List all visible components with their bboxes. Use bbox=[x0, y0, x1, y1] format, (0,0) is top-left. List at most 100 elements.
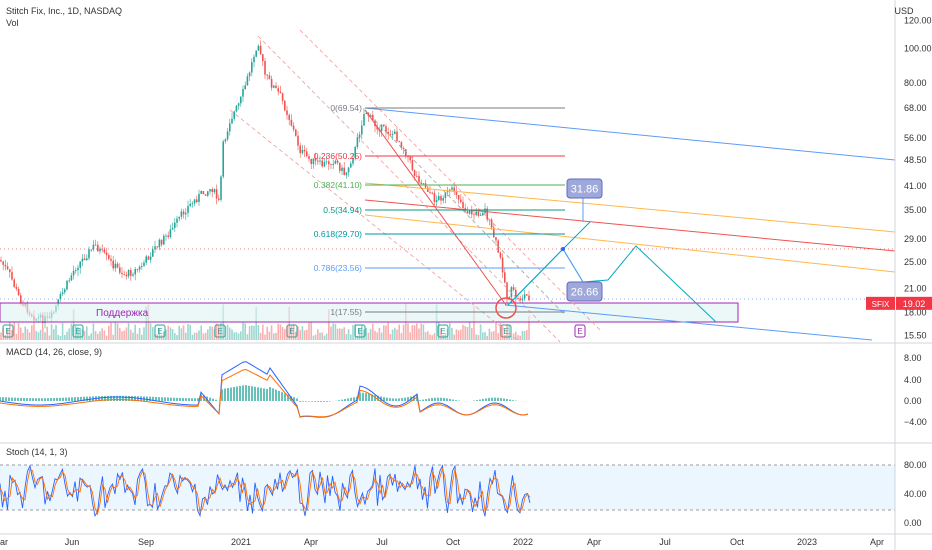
channel-line[interactable] bbox=[257, 35, 561, 343]
candle-body[interactable] bbox=[471, 210, 473, 215]
candle-body[interactable] bbox=[506, 282, 508, 300]
candle-body[interactable] bbox=[286, 110, 288, 115]
candle-body[interactable] bbox=[127, 270, 130, 277]
candle-body[interactable] bbox=[130, 270, 132, 276]
candle-body[interactable] bbox=[466, 211, 469, 214]
dashed-trendline[interactable] bbox=[364, 109, 566, 316]
earnings-marker[interactable] bbox=[214, 324, 226, 338]
candle-body[interactable] bbox=[246, 76, 249, 86]
stoch-d-line[interactable] bbox=[0, 467, 531, 516]
candle-body[interactable] bbox=[200, 191, 202, 194]
candle-body[interactable] bbox=[196, 199, 198, 203]
candle-body[interactable] bbox=[477, 211, 480, 216]
candle-body[interactable] bbox=[266, 74, 268, 76]
candle-body[interactable] bbox=[152, 249, 154, 257]
candle-body[interactable] bbox=[275, 85, 277, 89]
candle-body[interactable] bbox=[189, 203, 191, 207]
candle-body[interactable] bbox=[264, 61, 266, 75]
candle-body[interactable] bbox=[405, 149, 407, 156]
candle-body[interactable] bbox=[233, 111, 235, 119]
candle-body[interactable] bbox=[222, 141, 224, 177]
candle-body[interactable] bbox=[13, 279, 15, 287]
candle-body[interactable] bbox=[165, 235, 167, 237]
candle-body[interactable] bbox=[422, 183, 425, 185]
candle-body[interactable] bbox=[68, 280, 70, 282]
earnings-marker[interactable] bbox=[354, 324, 366, 338]
macd-pane[interactable] bbox=[0, 361, 529, 418]
candle-body[interactable] bbox=[321, 160, 323, 167]
candle-body[interactable] bbox=[251, 62, 253, 73]
candle-body[interactable] bbox=[383, 124, 385, 127]
candle-body[interactable] bbox=[411, 160, 414, 171]
candle-body[interactable] bbox=[193, 199, 196, 204]
candle-body[interactable] bbox=[90, 249, 92, 251]
target-badge[interactable] bbox=[566, 178, 603, 199]
candle-body[interactable] bbox=[319, 160, 321, 162]
candle-body[interactable] bbox=[20, 295, 22, 305]
candle-body[interactable] bbox=[143, 262, 145, 267]
stoch-pane[interactable] bbox=[0, 464, 895, 518]
candle-body[interactable] bbox=[295, 129, 297, 136]
channel-line[interactable] bbox=[229, 109, 521, 343]
candle-body[interactable] bbox=[121, 272, 123, 275]
candle-body[interactable] bbox=[512, 287, 515, 290]
candle-body[interactable] bbox=[451, 187, 453, 190]
candle-body[interactable] bbox=[420, 182, 422, 184]
channel-line[interactable] bbox=[299, 29, 601, 331]
candle-body[interactable] bbox=[154, 246, 156, 250]
candle-body[interactable] bbox=[440, 196, 442, 201]
candle-body[interactable] bbox=[328, 161, 330, 165]
candle-body[interactable] bbox=[347, 167, 350, 173]
candle-body[interactable] bbox=[94, 244, 97, 246]
candle-body[interactable] bbox=[352, 157, 354, 164]
candle-body[interactable] bbox=[336, 160, 339, 163]
earnings-marker[interactable] bbox=[2, 324, 14, 338]
candle-body[interactable] bbox=[226, 131, 229, 140]
candle-body[interactable] bbox=[526, 294, 528, 296]
candle-body[interactable] bbox=[413, 170, 416, 176]
candle-body[interactable] bbox=[187, 206, 189, 213]
candle-body[interactable] bbox=[273, 85, 275, 88]
candle-body[interactable] bbox=[402, 148, 405, 150]
candle-body[interactable] bbox=[235, 105, 238, 112]
candle-body[interactable] bbox=[457, 194, 460, 200]
candle-body[interactable] bbox=[460, 199, 462, 202]
candle-body[interactable] bbox=[317, 160, 319, 162]
candle-body[interactable] bbox=[6, 266, 9, 270]
candle-body[interactable] bbox=[435, 199, 438, 202]
candle-body[interactable] bbox=[204, 194, 207, 196]
candle-body[interactable] bbox=[290, 119, 293, 126]
candle-body[interactable] bbox=[363, 114, 365, 126]
candle-body[interactable] bbox=[134, 269, 136, 275]
candle-body[interactable] bbox=[145, 256, 147, 263]
candle-body[interactable] bbox=[416, 175, 418, 177]
earnings-marker[interactable] bbox=[286, 324, 298, 338]
candle-body[interactable] bbox=[361, 125, 363, 135]
candle-body[interactable] bbox=[198, 193, 200, 203]
candle-body[interactable] bbox=[4, 264, 7, 267]
trendline-orange[interactable] bbox=[364, 182, 896, 233]
candle-body[interactable] bbox=[354, 147, 356, 158]
candle-body[interactable] bbox=[229, 123, 231, 132]
candle-body[interactable] bbox=[0, 260, 2, 262]
candle-body[interactable] bbox=[409, 157, 411, 161]
candle-body[interactable] bbox=[202, 191, 205, 195]
candle-body[interactable] bbox=[277, 88, 279, 92]
candle-body[interactable] bbox=[391, 134, 394, 135]
candle-body[interactable] bbox=[394, 131, 396, 135]
earnings-marker[interactable] bbox=[154, 324, 166, 338]
candle-body[interactable] bbox=[207, 191, 209, 196]
candle-body[interactable] bbox=[303, 149, 306, 152]
candle-body[interactable] bbox=[141, 266, 143, 268]
candle-body[interactable] bbox=[299, 145, 301, 154]
candle-body[interactable] bbox=[156, 246, 158, 248]
candle-body[interactable] bbox=[231, 118, 233, 124]
candle-body[interactable] bbox=[284, 100, 286, 111]
candle-body[interactable] bbox=[431, 192, 433, 194]
candle-body[interactable] bbox=[499, 252, 502, 258]
candle-body[interactable] bbox=[301, 149, 304, 154]
candle-body[interactable] bbox=[79, 261, 81, 268]
candle-body[interactable] bbox=[138, 266, 141, 270]
candle-body[interactable] bbox=[160, 239, 163, 245]
candle-body[interactable] bbox=[444, 192, 447, 199]
